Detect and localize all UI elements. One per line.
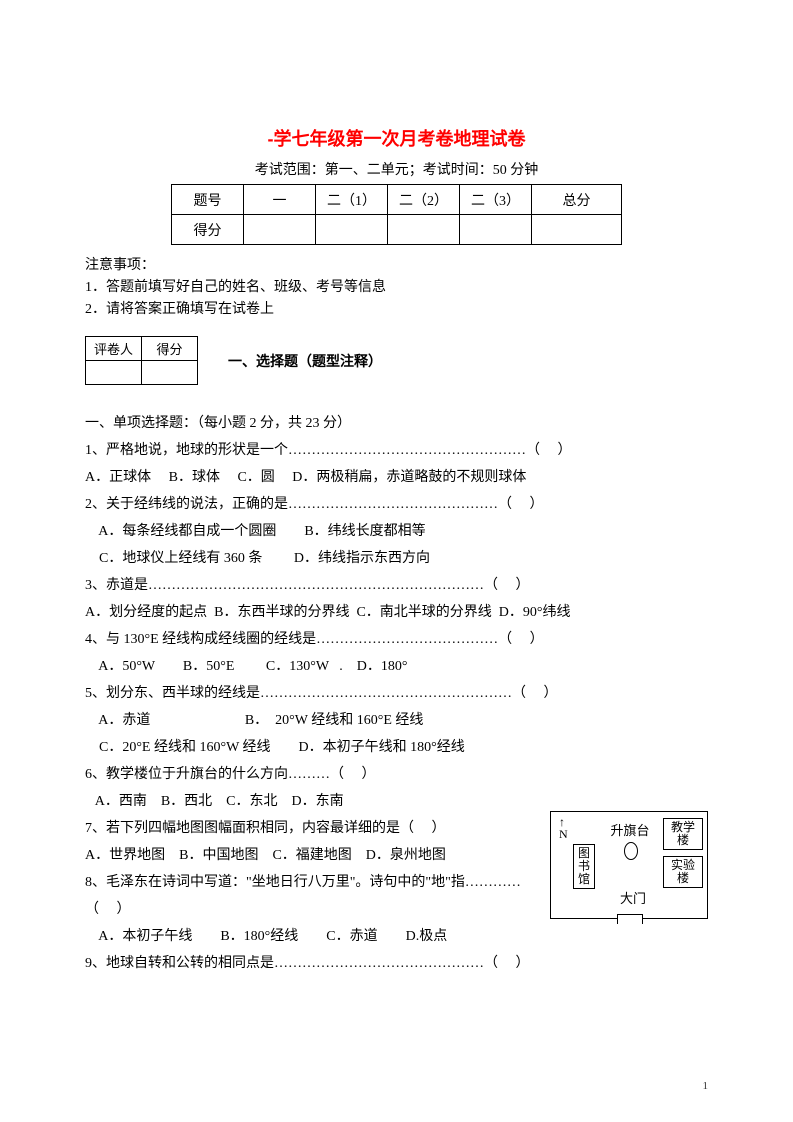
library-box: 图 书 馆: [573, 844, 595, 889]
question-options: A．正球体 B．球体 C．圆 D．两极稍扁，赤道略鼓的不规则球体: [85, 464, 708, 491]
section-title: 一、选择题（题型注释）: [228, 351, 382, 371]
score-table: 题号 一 二（1） 二（2） 二（3） 总分 得分: [171, 184, 622, 245]
question-stem: 6、教学楼位于升旗台的什么方向………（ ）: [85, 761, 708, 788]
notice-item: 2．请将答案正确填写在试卷上: [85, 299, 708, 321]
header-cell: 二（1）: [316, 185, 388, 215]
page-number: 1: [703, 1080, 709, 1092]
exam-subtitle: 考试范围：第一、二单元；考试时间：50 分钟: [85, 159, 708, 179]
question-stem: 5、划分东、西半球的经线是………………………………………………（ ）: [85, 680, 708, 707]
question-options: A．本初子午线 B．180°经线 C．赤道 D.极点: [85, 923, 708, 950]
table-row: 题号 一 二（1） 二（2） 二（3） 总分: [172, 185, 622, 215]
north-arrow-icon: ↑N: [559, 816, 568, 840]
table-row: 评卷人 得分: [86, 337, 198, 361]
notice-item: 1．答题前填写好自己的姓名、班级、考号等信息: [85, 277, 708, 299]
grader-table: 评卷人 得分: [85, 336, 198, 385]
header-cell: 二（3）: [460, 185, 532, 215]
table-row: 得分: [172, 215, 622, 245]
score-cell: [460, 215, 532, 245]
table-row: [86, 361, 198, 385]
lab-building-box: 实验楼: [663, 856, 703, 888]
question-options: A．赤道 B． 20°W 经线和 160°E 经线 C．20°E 经线和 160…: [85, 707, 708, 761]
notice-block: 注意事项： 1．答题前填写好自己的姓名、班级、考号等信息 2．请将答案正确填写在…: [85, 255, 708, 321]
header-cell: 总分: [532, 185, 622, 215]
grader-cell: [142, 361, 198, 385]
score-cell: [388, 215, 460, 245]
question-stem: 2、关于经纬线的说法，正确的是………………………………………（ ）: [85, 491, 708, 518]
exam-title: -学七年级第一次月考卷地理试卷: [85, 125, 708, 151]
notice-heading: 注意事项：: [85, 255, 708, 277]
header-cell: 一: [244, 185, 316, 215]
grader-score-label: 得分: [142, 337, 198, 361]
score-cell: [244, 215, 316, 245]
header-cell: 题号: [172, 185, 244, 215]
instructions: 一、单项选择题：（每小题 2 分，共 23 分）: [85, 410, 708, 437]
grader-cell: [86, 361, 142, 385]
question-options: A．每条经线都自成一个圆圈 B．纬线长度都相等 C．地球仪上经线有 360 条 …: [85, 518, 708, 572]
school-map-diagram: ↑N 图 书 馆 升旗台 教学楼 实验楼 大门: [550, 811, 708, 919]
questions-content: 一、单项选择题：（每小题 2 分，共 23 分） 1、严格地说，地球的形状是一个…: [85, 410, 708, 977]
question-options: A．50°W B．50°E C．130°W . D．180°: [85, 653, 708, 680]
header-cell: 二（2）: [388, 185, 460, 215]
flagpole-icon: [624, 842, 638, 860]
grader-section: 评卷人 得分 一、选择题（题型注释）: [85, 336, 708, 385]
question-stem: 3、赤道是………………………………………………………………（ ）: [85, 572, 708, 599]
gate-label: 大门: [613, 890, 653, 907]
question-options: A．划分经度的起点 B．东西半球的分界线 C．南北半球的分界线 D．90°纬线: [85, 599, 708, 626]
score-cell: [532, 215, 622, 245]
question-stem: 9、地球自转和公转的相同点是………………………………………（ ）: [85, 950, 708, 977]
score-cell: [316, 215, 388, 245]
question-stem: 4、与 130°E 经线构成经线圈的经线是…………………………………（ ）: [85, 626, 708, 653]
gate-icon: [617, 914, 643, 924]
teaching-building-box: 教学楼: [663, 818, 703, 850]
flagpole-label: 升旗台: [607, 822, 653, 839]
grader-label: 评卷人: [86, 337, 142, 361]
row-label-cell: 得分: [172, 215, 244, 245]
question-stem: 1、严格地说，地球的形状是一个……………………………………………（ ）: [85, 437, 708, 464]
